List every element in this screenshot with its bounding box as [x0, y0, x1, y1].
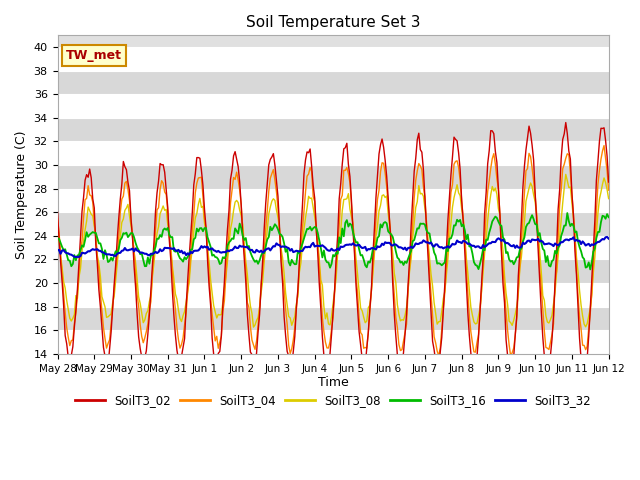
- SoilT3_04: [367, 288, 375, 294]
- SoilT3_32: [72, 254, 80, 260]
- SoilT3_02: [156, 161, 164, 167]
- SoilT3_08: [399, 317, 407, 323]
- Y-axis label: Soil Temperature (C): Soil Temperature (C): [15, 130, 28, 259]
- SoilT3_32: [604, 234, 611, 240]
- Bar: [58, 165, 609, 189]
- Bar: [58, 236, 609, 259]
- SoilT3_32: [539, 239, 547, 245]
- Line: SoilT3_02: SoilT3_02: [58, 122, 609, 376]
- Title: Soil Temperature Set 3: Soil Temperature Set 3: [246, 15, 420, 30]
- SoilT3_02: [54, 209, 61, 215]
- Bar: [58, 94, 609, 118]
- Bar: [58, 71, 609, 94]
- SoilT3_04: [54, 216, 61, 222]
- SoilT3_16: [156, 232, 164, 238]
- Bar: [58, 259, 609, 283]
- SoilT3_16: [538, 240, 545, 246]
- Line: SoilT3_16: SoilT3_16: [58, 213, 609, 269]
- Line: SoilT3_08: SoilT3_08: [58, 174, 609, 327]
- SoilT3_32: [158, 248, 166, 254]
- SoilT3_32: [54, 247, 61, 253]
- Bar: [58, 330, 609, 354]
- Bar: [58, 307, 609, 330]
- SoilT3_02: [562, 120, 570, 125]
- SoilT3_02: [605, 179, 612, 185]
- SoilT3_04: [386, 219, 394, 225]
- SoilT3_08: [69, 315, 77, 321]
- SoilT3_16: [69, 261, 77, 267]
- SoilT3_04: [69, 337, 77, 343]
- SoilT3_16: [605, 215, 612, 220]
- Bar: [58, 142, 609, 165]
- SoilT3_16: [367, 255, 375, 261]
- SoilT3_02: [69, 344, 77, 350]
- SoilT3_08: [156, 211, 164, 216]
- SoilT3_02: [468, 373, 476, 379]
- SoilT3_02: [386, 221, 394, 227]
- SoilT3_08: [250, 324, 257, 330]
- SoilT3_02: [398, 361, 406, 367]
- SoilT3_32: [369, 245, 377, 251]
- SoilT3_08: [562, 171, 570, 177]
- SoilT3_16: [386, 230, 394, 236]
- SoilT3_16: [586, 266, 594, 272]
- SoilT3_32: [69, 253, 77, 259]
- SoilT3_08: [54, 224, 61, 230]
- SoilT3_04: [398, 347, 406, 353]
- SoilT3_32: [399, 246, 407, 252]
- Legend: SoilT3_02, SoilT3_04, SoilT3_08, SoilT3_16, SoilT3_32: SoilT3_02, SoilT3_04, SoilT3_08, SoilT3_…: [70, 389, 596, 411]
- Bar: [58, 47, 609, 71]
- SoilT3_04: [539, 306, 547, 312]
- SoilT3_32: [387, 242, 395, 248]
- X-axis label: Time: Time: [317, 376, 348, 389]
- SoilT3_02: [367, 287, 375, 293]
- Line: SoilT3_04: SoilT3_04: [58, 145, 609, 356]
- SoilT3_08: [539, 293, 547, 299]
- SoilT3_08: [387, 237, 395, 242]
- Line: SoilT3_32: SoilT3_32: [58, 237, 609, 257]
- SoilT3_16: [54, 235, 61, 241]
- SoilT3_04: [605, 187, 612, 193]
- Text: TW_met: TW_met: [66, 49, 122, 62]
- SoilT3_04: [156, 186, 164, 192]
- Bar: [58, 189, 609, 212]
- SoilT3_08: [605, 196, 612, 202]
- Bar: [58, 118, 609, 142]
- SoilT3_04: [507, 353, 515, 359]
- SoilT3_08: [369, 271, 377, 277]
- SoilT3_16: [563, 210, 571, 216]
- Bar: [58, 212, 609, 236]
- SoilT3_04: [600, 143, 608, 148]
- SoilT3_16: [398, 259, 406, 264]
- SoilT3_32: [605, 236, 612, 241]
- SoilT3_02: [539, 335, 547, 340]
- Bar: [58, 283, 609, 307]
